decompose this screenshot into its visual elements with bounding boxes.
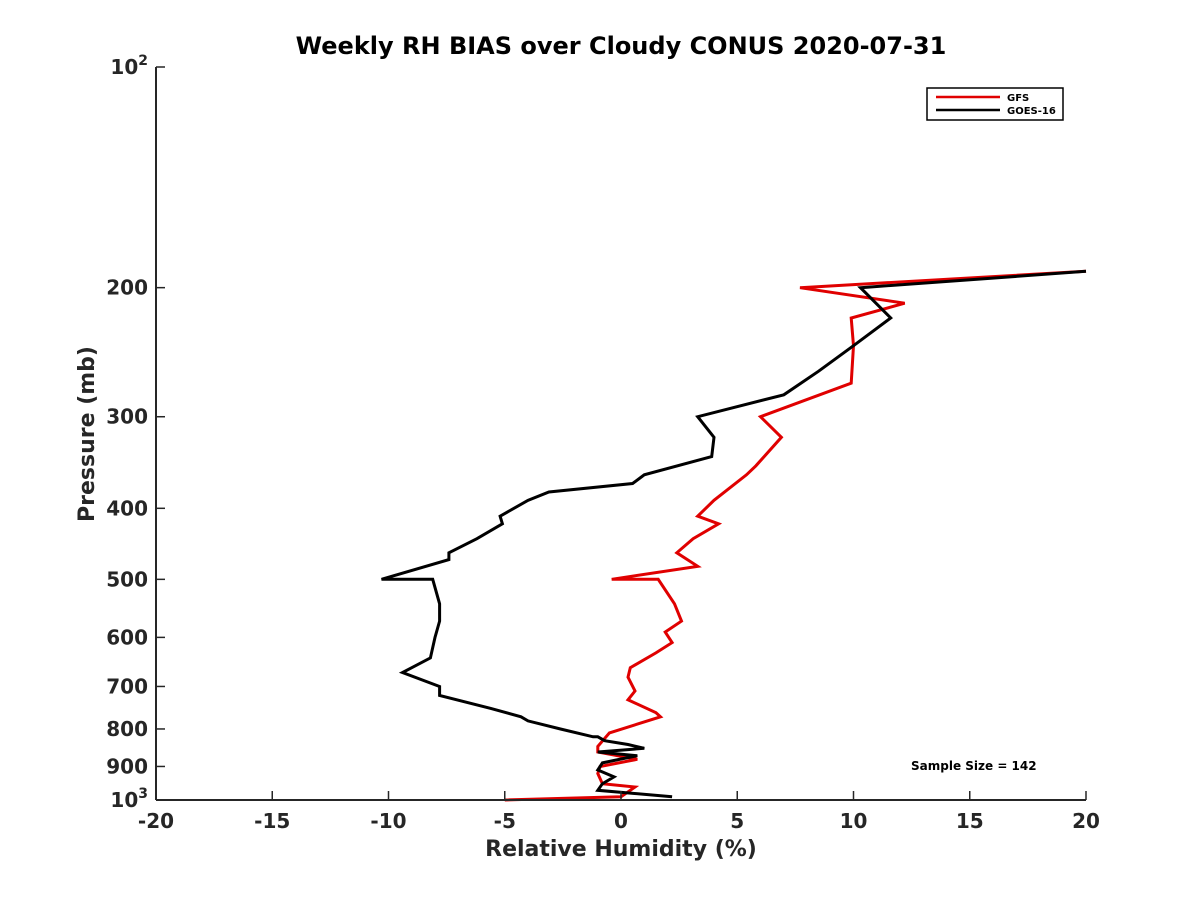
sample-size-annotation: Sample Size = 142 <box>911 759 1037 773</box>
y-tick-label: 800 <box>106 717 148 741</box>
y-tick-label: 400 <box>106 496 148 520</box>
x-ticks: -20 -15 -10 -5 0 5 10 15 20 <box>138 791 1100 833</box>
x-axis-label: Relative Humidity (%) <box>485 837 757 862</box>
plot-area <box>381 269 1087 802</box>
series-line-goes16 <box>381 269 1087 799</box>
x-tick-label: 10 <box>840 809 868 833</box>
y-tick-label: 900 <box>106 754 148 778</box>
chart-title: Weekly RH BIAS over Cloudy CONUS 2020-07… <box>296 32 947 60</box>
y-tick-label: 102 <box>110 53 148 79</box>
x-tick-label: 0 <box>614 809 628 833</box>
y-tick-label: 500 <box>106 567 148 591</box>
series-line-gfs <box>504 269 1087 802</box>
y-tick-label: 200 <box>106 276 148 300</box>
x-tick-label: -20 <box>138 809 174 833</box>
x-tick-label: -5 <box>494 809 516 833</box>
x-tick-label: 15 <box>956 809 984 833</box>
y-tick-label: 700 <box>106 674 148 698</box>
x-tick-label: -15 <box>254 809 290 833</box>
legend: GFS GOES-16 <box>926 87 1064 121</box>
y-ticks: 102 200 300 400 500 600 700 800 900 103 <box>106 53 165 812</box>
legend-box <box>926 87 1064 121</box>
y-tick-label: 103 <box>110 786 148 812</box>
y-axis-label: Pressure (mb) <box>75 346 100 522</box>
y-tick-label: 600 <box>106 625 148 649</box>
y-tick-label: 300 <box>106 405 148 429</box>
x-tick-label: 20 <box>1072 809 1100 833</box>
legend-label-gfs: GFS <box>1007 93 1029 104</box>
x-tick-label: 5 <box>730 809 744 833</box>
axes <box>155 67 1086 801</box>
legend-label-goes16: GOES-16 <box>1007 106 1056 117</box>
x-tick-label: -10 <box>370 809 406 833</box>
